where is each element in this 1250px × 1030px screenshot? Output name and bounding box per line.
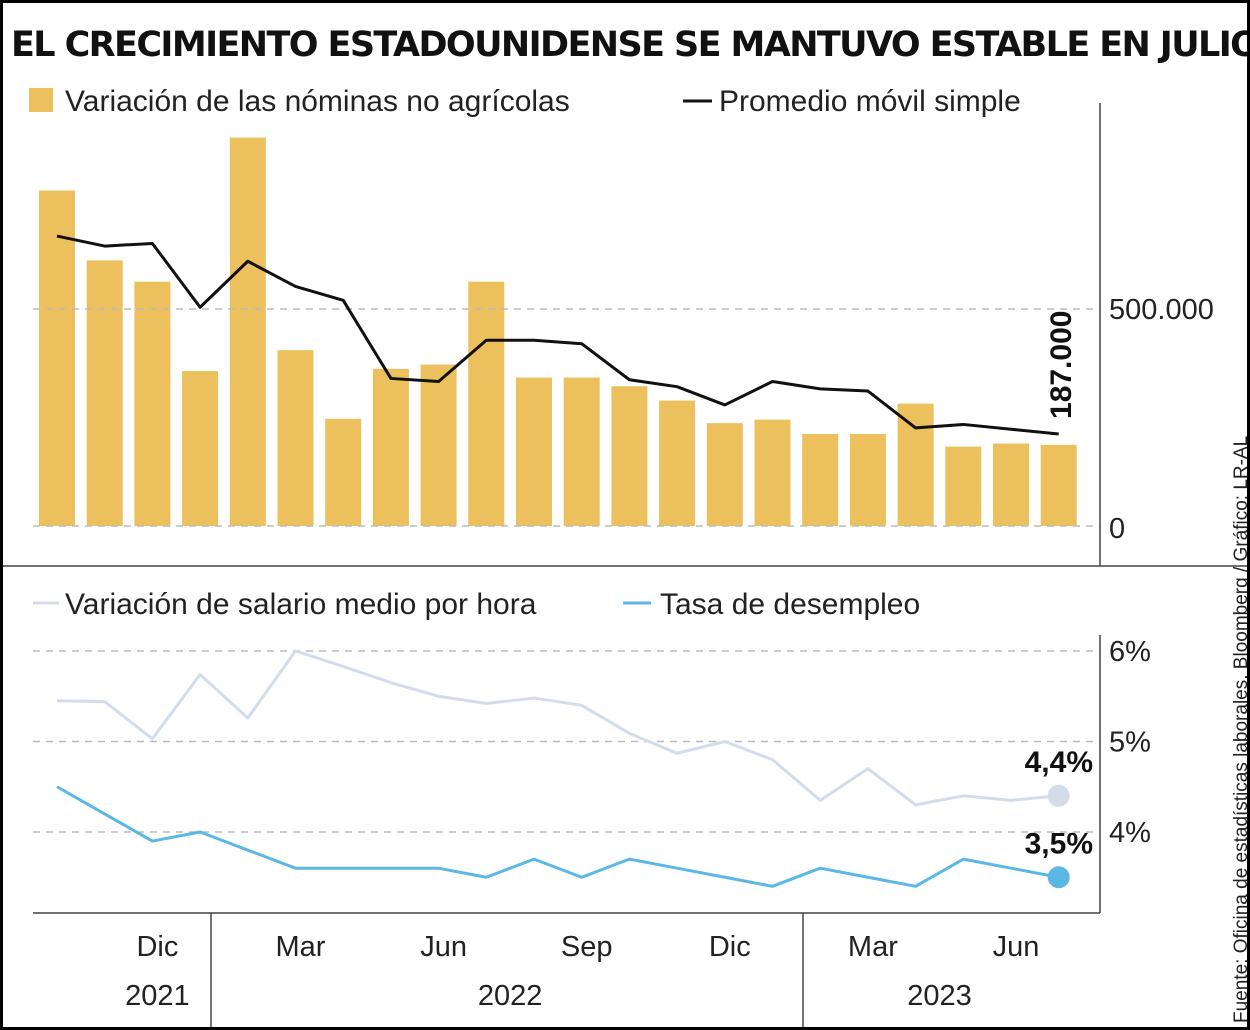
payroll-bar-ene-2022: [182, 371, 219, 526]
payroll-bar-ene-2023: [754, 419, 791, 526]
x-tick-label-6: Jun: [993, 931, 1040, 963]
payroll-bar-feb-2022: [229, 137, 266, 526]
payroll-bar-dic-2022: [706, 423, 743, 526]
payroll-bar-jul-2022: [468, 281, 505, 526]
rates-y-tick-label-2: 6%: [1109, 636, 1151, 668]
chart-canvas: 0 500.000 187.000 Variación de las nóminas …: [3, 85, 1247, 1027]
payroll-y-tick-label-0: 0: [1109, 513, 1125, 545]
year-label-2022: 2022: [478, 980, 543, 1012]
payroll-bar-ago-2022: [516, 377, 552, 526]
wages-end-marker: [1047, 784, 1070, 807]
payroll-bar-oct-2021: [39, 190, 75, 526]
payroll-bar-may-2022: [372, 368, 409, 526]
chart-title: EL CRECIMIENTO ESTADOUNIDENSE SE MANTUVO…: [11, 25, 1250, 65]
wages-last-value-label: 4,4%: [1025, 746, 1093, 779]
rates-y-tick-label-1: 5%: [1109, 727, 1151, 759]
legend-label-payrolls: Variación de las nóminas no agrícolas: [65, 85, 570, 118]
year-label-2023: 2023: [907, 980, 972, 1012]
payroll-bar-feb-2023: [802, 433, 839, 526]
year-label-2021: 2021: [125, 980, 190, 1012]
x-tick-label-2: Jun: [420, 931, 467, 963]
legend-label-moving-average: Promedio móvil simple: [719, 85, 1021, 118]
x-tick-label-4: Dic: [709, 931, 751, 963]
legend-label-wages: Variación de salario medio por hora: [65, 588, 537, 621]
payroll-bar-mar-2023: [849, 433, 886, 526]
payroll-bar-mar-2022: [277, 350, 314, 526]
payroll-y-tick-label-1: 500.000: [1109, 294, 1214, 326]
legend-swatch-payrolls: [29, 88, 53, 112]
payroll-bar-may-2023: [945, 446, 982, 526]
x-tick-label-0: Dic: [136, 931, 178, 963]
payroll-bar-abr-2023: [897, 403, 934, 526]
payroll-bar-dic-2021: [134, 281, 171, 526]
payroll-bar-jun-2023: [993, 443, 1029, 526]
source-credit: Fuente: Oficina de estadísticas laborale…: [1231, 435, 1250, 1023]
payroll-bar-abr-2022: [325, 418, 362, 526]
payroll-bar-oct-2022: [611, 386, 648, 526]
x-tick-label-1: Mar: [276, 931, 326, 963]
x-tick-label-5: Mar: [848, 931, 898, 963]
payroll-bar-nov-2021: [86, 260, 123, 526]
payroll-bar-nov-2022: [659, 400, 696, 526]
wages-line: [56, 649, 1059, 807]
payroll-bar-sep-2022: [563, 377, 600, 526]
unemployment-end-marker: [1047, 866, 1070, 889]
payroll-last-value-label: 187.000: [1045, 311, 1078, 419]
unemployment-last-value-label: 3,5%: [1025, 827, 1093, 860]
payroll-bar-jun-2022: [420, 364, 457, 526]
moving-average-line: [56, 234, 1059, 436]
unemployment-line: [56, 785, 1059, 888]
x-tick-label-3: Sep: [561, 931, 613, 963]
payroll-bar-jul-2023: [1040, 444, 1077, 526]
rates-y-tick-label-0: 4%: [1109, 817, 1151, 849]
legend-label-unemployment: Tasa de desempleo: [660, 588, 920, 621]
